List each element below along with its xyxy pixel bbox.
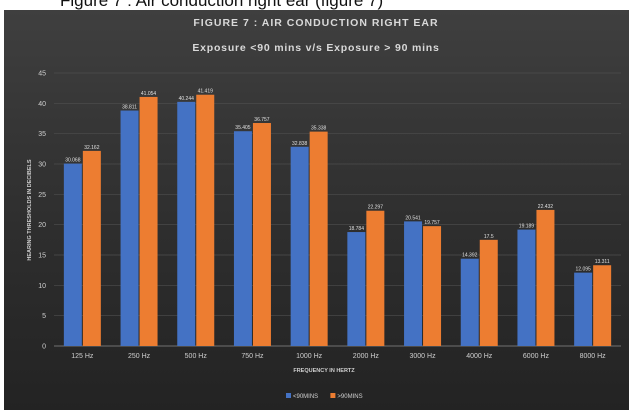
x-tick-label: 4000 Hz: [466, 353, 493, 360]
data-label: 35.405: [235, 125, 251, 131]
y-tick-label: 10: [38, 283, 46, 290]
y-tick-label: 40: [38, 101, 46, 108]
bar: [82, 150, 101, 346]
y-tick-label: 35: [38, 131, 46, 138]
bar: [423, 226, 442, 346]
bar-chart: FIGURE 7 : AIR CONDUCTION RIGHT EAR Expo…: [27, 17, 621, 400]
bar: [63, 163, 82, 346]
data-label: 14.392: [462, 253, 478, 259]
bar: [479, 239, 498, 346]
y-tick-label: 25: [38, 192, 46, 199]
y-tick-label: 15: [38, 253, 46, 260]
data-label: 32.838: [292, 141, 308, 147]
data-label: 41.054: [141, 91, 157, 97]
data-label: 30.068: [65, 158, 81, 164]
data-label: 38.811: [122, 105, 137, 111]
y-axis-ticks: 0 5 10 15 20 25 30 35 40 45: [38, 71, 46, 351]
data-label: 40.244: [179, 96, 195, 102]
x-tick-label: 3000 Hz: [410, 353, 437, 360]
legend-label: <90MINS: [293, 394, 318, 400]
data-label: 35.338: [311, 126, 327, 132]
legend-label: >90MINS: [337, 394, 362, 400]
data-label: 22.297: [368, 205, 384, 211]
bar: [120, 110, 139, 346]
x-tick-label: 125 Hz: [71, 353, 94, 360]
bar: [593, 265, 612, 346]
y-tick-label: 20: [38, 222, 46, 229]
top-caption: Figure 7 : Air conduction right ear (fig…: [60, 0, 384, 10]
x-tick-label: 750 Hz: [241, 353, 264, 360]
y-axis-title: HEARING THRESHOLDS IN DECIBELS: [27, 159, 33, 260]
y-tick-label: 5: [42, 313, 46, 320]
chart-panel: FIGURE 7 : AIR CONDUCTION RIGHT EAR Expo…: [4, 10, 629, 410]
data-label: 19.757: [424, 220, 440, 226]
bars: [63, 94, 612, 347]
bar: [177, 101, 196, 347]
legend: <90MINS >90MINS: [286, 393, 363, 400]
data-label: 32.162: [84, 145, 100, 151]
data-label: 41.419: [198, 89, 214, 95]
x-axis-ticks: 125 Hz 250 Hz 500 Hz 750 Hz 1000 Hz 2000 Hz 30…: [71, 353, 606, 360]
x-tick-label: 6000 Hz: [523, 353, 550, 360]
bar: [290, 146, 309, 346]
y-tick-label: 45: [38, 71, 46, 78]
legend-swatch: [330, 393, 336, 398]
x-tick-label: 500 Hz: [185, 353, 208, 360]
legend-swatch: [286, 393, 291, 398]
bar: [460, 258, 479, 346]
data-label: 18.784: [349, 226, 365, 232]
data-label: 20.541: [405, 215, 421, 221]
bar: [366, 210, 385, 346]
bar: [347, 232, 366, 346]
chart-subtitle: Exposure <90 mins v/s Exposure > 90 mins: [192, 42, 439, 54]
data-label: 17.5: [484, 234, 494, 240]
data-label: 36.757: [254, 117, 270, 123]
bar: [574, 272, 593, 346]
data-label: 19.189: [519, 224, 535, 230]
chart-title: FIGURE 7 : AIR CONDUCTION RIGHT EAR: [193, 17, 438, 29]
bar: [536, 209, 555, 346]
x-tick-label: 1000 Hz: [296, 353, 323, 360]
bar: [309, 131, 328, 346]
bar: [517, 229, 536, 346]
x-tick-label: 2000 Hz: [353, 353, 380, 360]
data-label: 22.432: [538, 204, 554, 210]
bar: [139, 96, 158, 347]
y-tick-label: 30: [38, 162, 46, 169]
gridlines: [54, 72, 621, 347]
bar: [233, 131, 252, 346]
x-tick-label: 8000 Hz: [580, 353, 607, 360]
x-tick-label: 250 Hz: [128, 353, 151, 360]
data-label: 13.311: [595, 259, 610, 265]
x-axis-title: FREQUENCY IN HERTZ: [293, 368, 355, 374]
y-tick-label: 0: [42, 344, 46, 351]
data-label: 12.095: [576, 267, 592, 273]
bar: [196, 94, 215, 346]
bar: [252, 123, 271, 346]
bar: [404, 221, 423, 346]
